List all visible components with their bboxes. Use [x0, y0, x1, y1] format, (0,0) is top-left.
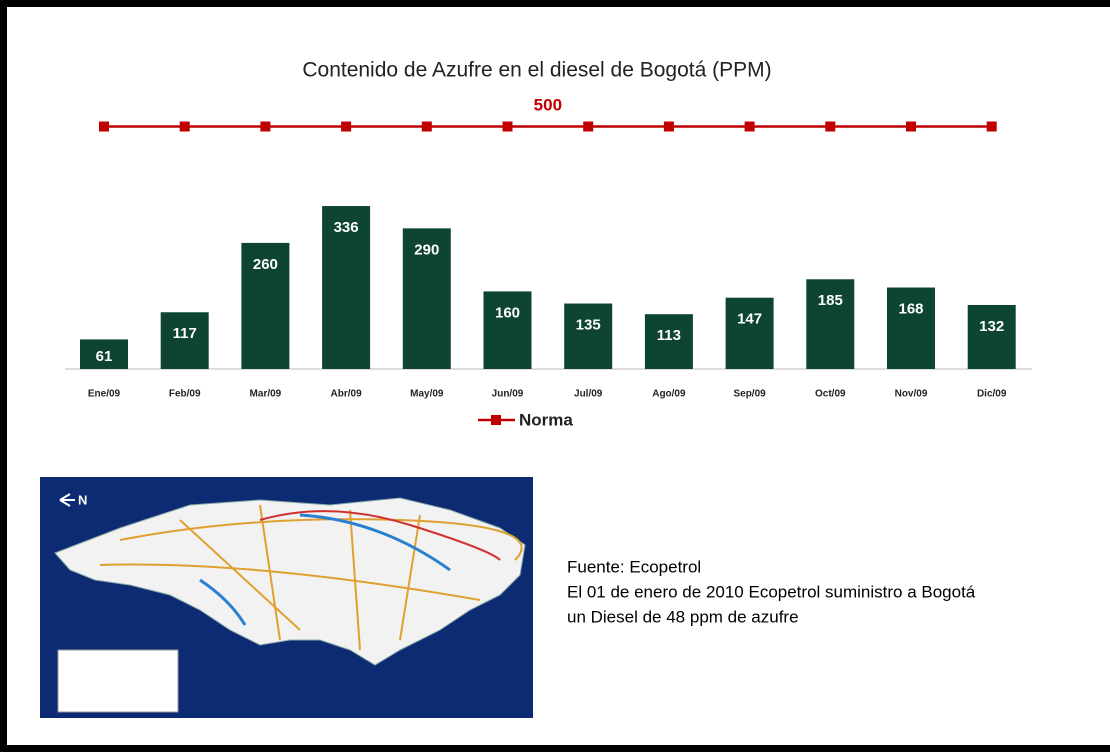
x-tick-label: Ago/09 [652, 389, 686, 400]
bar-value-label: 132 [979, 318, 1004, 335]
bar [402, 228, 451, 369]
bar-value-label: 147 [737, 311, 762, 328]
bar [322, 206, 371, 369]
bar-value-label: 336 [334, 219, 359, 236]
bar [564, 303, 613, 369]
map-line [259, 510, 501, 561]
bar [483, 291, 532, 369]
map-north-arrow [59, 493, 75, 507]
bar-value-label: 113 [657, 327, 681, 344]
bar-value-label: 160 [495, 304, 520, 321]
map-north-label: N [78, 492, 87, 507]
map: N [40, 477, 533, 718]
bar [725, 297, 774, 369]
x-tick-label: Nov/09 [895, 389, 928, 400]
x-tick-label: Feb/09 [169, 389, 201, 400]
chart-title: Contenido de Azufre en el diesel de Bogo… [302, 59, 771, 82]
bar-value-label: 185 [818, 292, 843, 309]
line-marker [341, 121, 352, 132]
bar [80, 339, 128, 369]
x-tick-label: Sep/09 [733, 389, 766, 400]
line-marker [825, 121, 836, 132]
line-marker [179, 121, 190, 132]
line-marker [744, 121, 755, 132]
legend-label: Norma [519, 410, 573, 429]
note-line: El 01 de enero de 2010 Ecopetrol suminis… [567, 582, 976, 601]
line-marker [99, 121, 109, 132]
line-value-label: 500 [534, 95, 562, 114]
line-marker [583, 121, 594, 132]
x-tick-label: Abr/09 [331, 389, 363, 400]
bar [887, 287, 935, 369]
line-marker [663, 121, 674, 132]
bar [806, 279, 855, 369]
bar-value-label: 290 [414, 241, 439, 258]
line-marker [502, 121, 513, 132]
map-legend [57, 649, 179, 713]
bar-value-label: 260 [253, 256, 278, 273]
line-marker [421, 121, 432, 132]
bar-value-label: 168 [898, 300, 923, 317]
bar [160, 312, 209, 369]
legend-marker [491, 415, 501, 425]
bar-value-label: 117 [173, 325, 197, 342]
x-tick-label: Jun/09 [492, 389, 524, 400]
map-city [54, 497, 526, 666]
note-line: un Diesel de 48 ppm de azufre [567, 607, 799, 626]
bar [967, 304, 1016, 369]
bar [241, 242, 290, 369]
x-tick-label: Ene/09 [88, 389, 121, 400]
line-marker [260, 121, 271, 132]
x-tick-label: Jul/09 [574, 389, 603, 400]
note: Fuente: Ecopetrol El 01 de enero de 2010… [567, 557, 976, 626]
bar-value-label: 135 [576, 316, 601, 333]
x-tick-label: May/09 [410, 389, 444, 400]
map-canals [199, 513, 451, 626]
line-marker [906, 121, 916, 132]
x-tick-label: Dic/09 [977, 389, 1007, 400]
line-marker [986, 121, 997, 132]
bar [644, 314, 693, 369]
x-tick-label: Mar/09 [250, 389, 282, 400]
bar-value-label: 61 [96, 348, 113, 365]
note-line: Fuente: Ecopetrol [567, 557, 701, 576]
x-tick-label: Oct/09 [815, 389, 846, 400]
